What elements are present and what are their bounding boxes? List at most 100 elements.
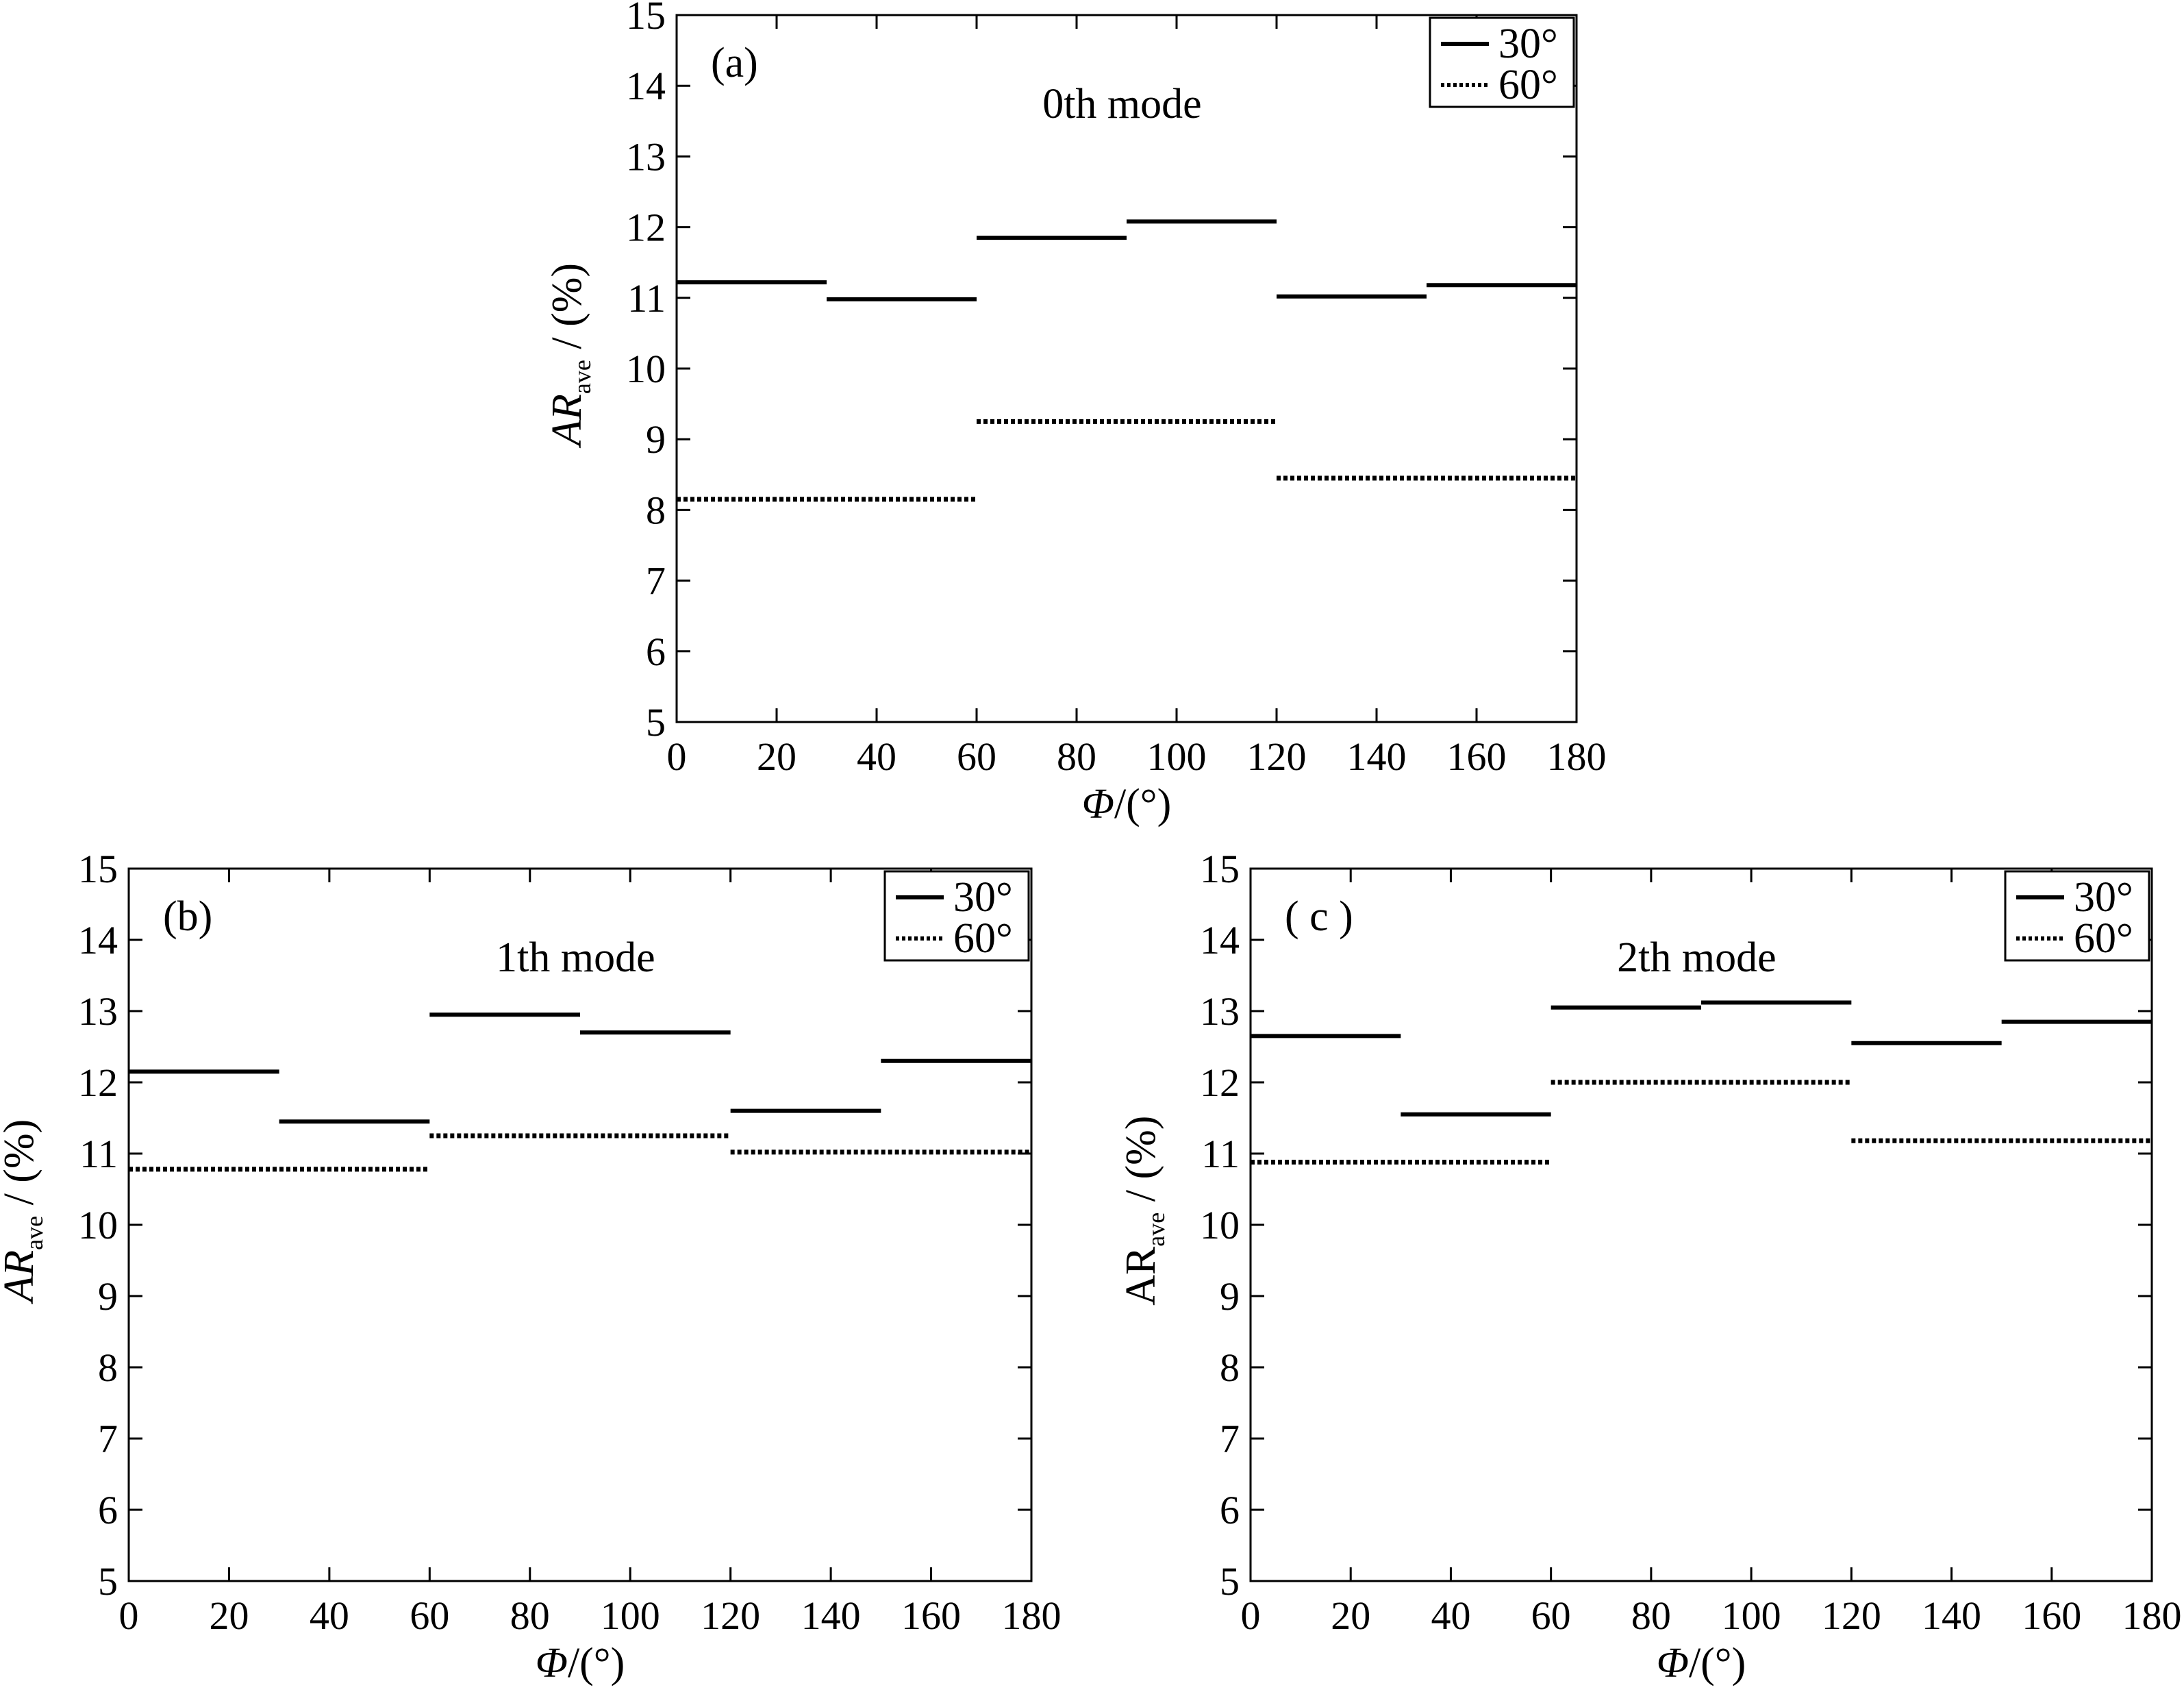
panel-label: ( c ) [1285,893,1353,940]
legend-entry: 30° [953,874,1013,921]
y-label-sub: ave [21,1216,48,1250]
y-tick-label: 14 [1200,918,1240,962]
y-tick-label: 12 [626,206,666,250]
y-tick-label: 5 [1220,1559,1240,1604]
y-tick-label: 10 [626,347,666,391]
legend-entry: 60° [2074,915,2133,962]
series-2 [1251,1080,2152,1165]
series-2 [129,1133,1031,1172]
x-tick-label: 0 [667,734,687,779]
x-tick-label: 100 [601,1593,660,1638]
y-tick-label: 9 [646,417,666,462]
x-label-symbol: Φ [536,1640,568,1687]
x-axis-label: Φ/(°) [1082,781,1172,828]
x-tick-label: 180 [1002,1593,1062,1638]
x-tick-label: 140 [1922,1593,1981,1638]
y-tick-label: 13 [78,989,118,1034]
y-axis-label: ARave / (%) [0,1119,48,1305]
y-tick-label: 5 [646,700,666,745]
x-tick-label: 100 [1722,1593,1781,1638]
legend-entry: 60° [953,915,1013,962]
legend-entry: 30° [2074,874,2133,921]
y-tick-label: 15 [626,0,666,38]
x-tick-label: 0 [1241,1593,1261,1638]
y-tick-label: 5 [98,1559,118,1604]
x-tick-label: 60 [410,1593,449,1638]
chart-panel-1: 0 20 40 60 80 100 120 140 160 180 5 6 7 8 9 10 11 12 13 14 1… [544,0,1607,828]
y-label-unit: / (%) [1118,1116,1164,1212]
y-label-main: AR [0,1250,42,1305]
y-tick-label: 13 [1200,989,1240,1034]
legend-entry: 60° [1498,62,1558,108]
x-tick-label: 80 [510,1593,550,1638]
y-tick-label: 10 [78,1203,118,1247]
mode-annotation: 2th mode [1617,934,1776,981]
y-label-main: AR [544,394,590,449]
x-tick-label: 140 [801,1593,861,1638]
chart-panel-2: 0 20 40 60 80 100 120 140 160 180 5 6 7 8 9 10 11 12 13 14 1… [0,847,1062,1687]
x-tick-label: 180 [2122,1593,2182,1638]
x-tick-label: 80 [1631,1593,1671,1638]
y-tick-label: 6 [1220,1488,1240,1532]
legend: 30°60° [883,870,1030,962]
series-1 [129,1012,1031,1124]
x-tick-label: 40 [1431,1593,1470,1638]
x-tick-label: 60 [957,734,996,779]
y-label-unit: / (%) [0,1119,42,1216]
panel-label: (b) [163,893,212,940]
legend: 30°60° [1429,16,1575,108]
x-tick-label: 40 [310,1593,349,1638]
mode-annotation: 0th mode [1042,81,1201,127]
y-tick-label: 14 [626,64,666,108]
x-tick-label: 20 [209,1593,249,1638]
y-tick-label: 12 [78,1060,118,1105]
y-tick-label: 11 [627,276,666,321]
mode-annotation: 1th mode [496,934,655,981]
y-label-main: AR [1118,1246,1164,1306]
x-tick-label: 120 [1822,1593,1881,1638]
x-axis-label: Φ/(°) [1657,1640,1746,1687]
x-tick-label: 20 [757,734,796,779]
x-tick-label: 80 [1057,734,1096,779]
panel-label: (a) [711,40,758,86]
x-tick-label: 160 [1447,734,1507,779]
y-tick-label: 10 [1200,1203,1240,1247]
x-label-unit: /(°) [1689,1640,1746,1687]
y-tick-label: 8 [1220,1345,1240,1390]
x-tick-label: 20 [1331,1593,1370,1638]
y-tick-label: 6 [646,630,666,674]
y-tick-label: 7 [98,1417,118,1461]
y-tick-label: 6 [98,1488,118,1532]
y-label-unit: / (%) [544,263,590,360]
y-tick-label: 11 [79,1132,118,1176]
x-tick-label: 0 [119,1593,139,1638]
x-tick-label: 140 [1347,734,1407,779]
series-1 [677,219,1577,301]
y-tick-label: 8 [646,488,666,532]
y-label-sub: ave [1142,1212,1170,1247]
x-tick-label: 40 [857,734,896,779]
x-label-unit: /(°) [568,1640,625,1687]
chart-panel-3: 0 20 40 60 80 100 120 140 160 180 5 6 7 8 9 10 11 12 13 14 1… [1118,847,2182,1687]
y-tick-label: 11 [1201,1132,1240,1176]
legend-box [883,870,1030,962]
legend-box [2004,870,2150,962]
y-axis-label: ARave / (%) [544,263,596,449]
x-tick-label: 60 [1531,1593,1571,1638]
x-tick-label: 160 [901,1593,961,1638]
y-tick-label: 7 [646,559,666,604]
y-axis-label: ARave / (%) [1118,1116,1170,1306]
x-label-symbol: Φ [1082,781,1114,828]
y-tick-label: 8 [98,1345,118,1390]
x-axis-label: Φ/(°) [536,1640,625,1687]
legend-entry: 30° [1498,21,1558,67]
y-tick-label: 15 [78,847,118,891]
y-tick-label: 14 [78,918,118,962]
series-2 [677,419,1577,502]
y-tick-label: 12 [1200,1060,1240,1105]
y-tick-label: 7 [1220,1417,1240,1461]
y-label-sub: ave [568,360,596,394]
legend: 30°60° [2004,870,2150,962]
x-tick-label: 120 [701,1593,760,1638]
x-label-unit: /(°) [1114,781,1171,828]
